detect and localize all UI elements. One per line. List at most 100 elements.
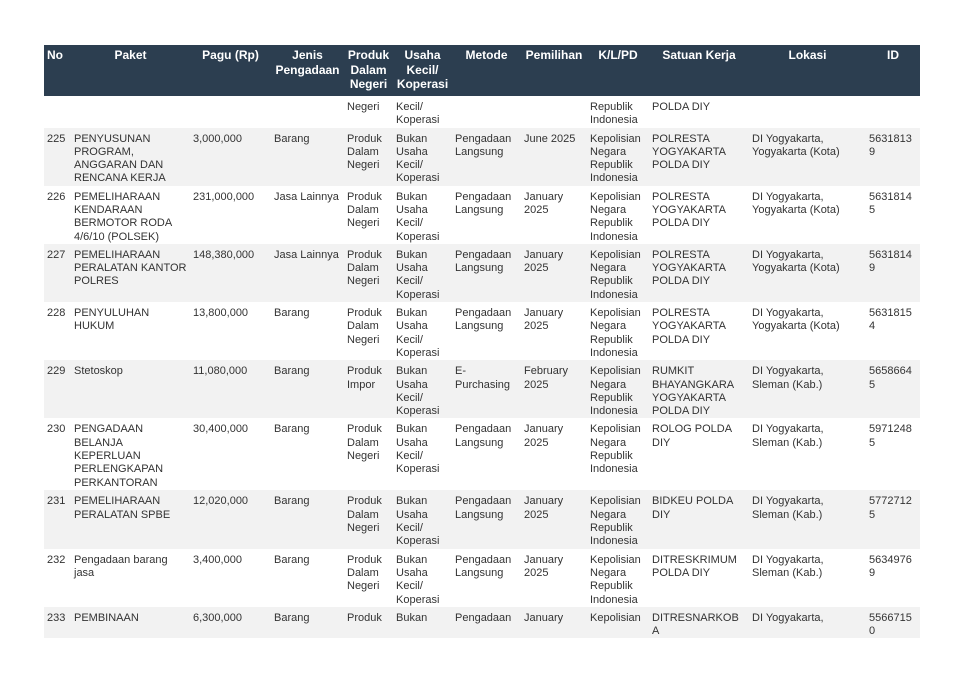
- cell-usaha-kecil: Bukan Usaha Kecil/ Koperasi: [393, 243, 452, 303]
- table-row: 225 PENYUSUNAN PROGRAM, ANGGARAN DAN RENC…: [44, 127, 920, 186]
- column-header-no: No: [44, 45, 71, 96]
- cell-pemilihan: January 2025: [524, 553, 564, 579]
- cell-pagu: 12,020,000: [190, 490, 271, 549]
- cell-lokasi: DI Yogyakarta, Yogyakarta (Kota): [752, 307, 840, 333]
- cell-usaha-kecil: Bukan Usaha Kecil/ Koperasi: [396, 423, 440, 476]
- cell-satuan-kerja: POLRESTA YOGYAKARTA POLDA DIY: [652, 307, 726, 346]
- cell-klpd: Kepolisian Negara Republik Indonesia: [587, 127, 649, 186]
- cell-satuan-kerja: BIDKEU POLDA DIY: [649, 490, 749, 549]
- cell-metode: Pengadaan Langsung: [455, 423, 512, 449]
- cell-no: 225: [44, 127, 71, 186]
- cell-paket: [71, 96, 190, 128]
- cell-no: 229: [44, 360, 71, 419]
- cell-paket: PENGADAAN BELANJA KEPERLUAN PERLENGKAPAN…: [74, 423, 164, 489]
- cell-usaha-kecil: Bukan Usaha Kecil/ Koperasi: [393, 490, 452, 549]
- table-row: 226 PEMELIHARAAN KENDARAAN BERMOTOR RODA …: [44, 186, 920, 244]
- cell-klpd: Kepolisian: [587, 606, 649, 639]
- cell-klpd: Kepolisian Negara Republik Indonesia: [587, 490, 649, 549]
- cell-lokasi: [749, 96, 866, 128]
- cell-paket: Pengadaan barang jasa: [74, 553, 168, 579]
- cell-pemilihan: January 2025: [524, 190, 564, 216]
- cell-id: 59712485: [869, 423, 912, 449]
- cell-id: 57727125: [866, 490, 920, 549]
- column-header-produk-dalam-negeri: Produk Dalam Negeri: [344, 45, 393, 96]
- column-header-satuan-kerja: Satuan Kerja: [649, 45, 749, 96]
- cell-no: 230: [47, 423, 66, 436]
- column-header-paket: Paket: [71, 45, 190, 96]
- cell-metode: [452, 96, 521, 128]
- cell-klpd: Kepolisian Negara Republik Indonesia: [590, 423, 641, 476]
- cell-pagu: [190, 96, 271, 128]
- cell-produk-dalam-negeri: Produk Dalam Negeri: [344, 490, 393, 549]
- cell-produk-dalam-negeri: Produk Dalam Negeri: [344, 243, 393, 303]
- cell-klpd: Republik Indonesia: [590, 100, 638, 126]
- cell-pemilihan: January 2025: [521, 243, 587, 303]
- cell-metode: Pengadaan Langsung: [455, 190, 512, 216]
- cell-jenis-pengadaan: [271, 96, 344, 128]
- cell-lokasi: DI Yogyakarta,: [749, 606, 866, 639]
- cell-no: 226: [47, 190, 66, 203]
- cell-satuan-kerja: POLDA DIY: [652, 100, 711, 113]
- table-row: 230 PENGADAAN BELANJA KEPERLUAN PERLENGKA…: [44, 418, 920, 490]
- cell-no: 232: [47, 553, 66, 566]
- cell-lokasi: DI Yogyakarta, Sleman (Kab.): [749, 360, 866, 419]
- cell-klpd: Kepolisian Negara Republik Indonesia: [587, 360, 649, 419]
- cell-satuan-kerja: ROLOG POLDA DIY: [652, 423, 732, 449]
- cell-id: 56318139: [866, 127, 920, 186]
- cell-pagu: 6,300,000: [190, 606, 271, 639]
- cell-no: [44, 96, 71, 128]
- cell-pemilihan: [521, 96, 587, 128]
- cell-metode: Pengadaan Langsung: [452, 490, 521, 549]
- cell-jenis-pengadaan: Barang: [274, 553, 310, 566]
- cell-paket: PEMELIHARAAN KENDARAAN BERMOTOR RODA 4/6…: [74, 190, 172, 243]
- cell-pagu: 11,080,000: [190, 360, 271, 419]
- cell-jenis-pengadaan: Jasa Lainnya: [274, 190, 339, 203]
- cell-pemilihan: January 2025: [521, 490, 587, 549]
- cell-lokasi: DI Yogyakarta, Sleman (Kab.): [752, 423, 824, 449]
- cell-lokasi: DI Yogyakarta, Sleman (Kab.): [749, 490, 866, 549]
- cell-produk-dalam-negeri: Produk Dalam Negeri: [347, 553, 382, 593]
- cell-pemilihan: June 2025: [521, 127, 587, 186]
- cell-klpd: Kepolisian Negara Republik Indonesia: [590, 190, 641, 243]
- cell-pagu: 30,400,000: [193, 423, 249, 436]
- column-header-lokasi: Lokasi: [749, 45, 866, 96]
- cell-pagu: 3,000,000: [190, 127, 271, 186]
- cell-jenis-pengadaan: Barang: [274, 423, 310, 436]
- cell-usaha-kecil: Bukan Usaha Kecil/ Koperasi: [396, 553, 440, 606]
- cell-paket: PEMELIHARAAN PERALATAN SPBE: [71, 490, 190, 549]
- cell-id: [866, 96, 920, 128]
- cell-metode: Pengadaan Langsung: [452, 243, 521, 303]
- cell-satuan-kerja: DITRESKRIMUM POLDA DIY: [652, 553, 737, 579]
- cell-pemilihan: February 2025: [521, 360, 587, 419]
- cell-pemilihan: January: [521, 606, 587, 639]
- table-header-row: No Paket Pagu (Rp) Jenis Pengadaan Produk Da…: [44, 45, 920, 96]
- cell-satuan-kerja: POLRESTA YOGYAKARTA POLDA DIY: [649, 127, 749, 186]
- cell-usaha-kecil: Bukan: [393, 606, 452, 639]
- cell-id: 56318145: [869, 190, 912, 216]
- cell-metode: Pengadaan Langsung: [455, 553, 512, 579]
- cell-id: 56586645: [866, 360, 920, 419]
- cell-lokasi: DI Yogyakarta, Yogyakarta (Kota): [749, 243, 866, 303]
- cell-metode: Pengadaan: [452, 606, 521, 639]
- cell-pemilihan: January 2025: [524, 307, 564, 333]
- cell-klpd: Kepolisian Negara Republik Indonesia: [587, 243, 649, 303]
- cell-produk-dalam-negeri: Produk Dalam Negeri: [347, 190, 382, 230]
- cell-satuan-kerja: RUMKIT BHAYANGKARA YOGYAKARTA POLDA DIY: [649, 360, 749, 419]
- cell-lokasi: DI Yogyakarta, Yogyakarta (Kota): [752, 190, 840, 216]
- cell-pagu: 3,400,000: [193, 553, 242, 566]
- cell-usaha-kecil: Bukan Usaha Kecil/ Koperasi: [393, 127, 452, 186]
- cell-satuan-kerja: POLRESTA YOGYAKARTA POLDA DIY: [649, 243, 749, 303]
- cell-produk-dalam-negeri: Negeri: [347, 100, 380, 113]
- cell-id: 56349769: [869, 553, 912, 579]
- table-row: 229 Stetoskop 11,080,000 Barang Produk Impor…: [44, 360, 920, 419]
- cell-satuan-kerja: DITRESNARKOBA: [649, 606, 749, 639]
- cell-usaha-kecil: Kecil/ Koperasi: [396, 100, 440, 126]
- column-header-id: ID: [866, 45, 920, 96]
- cell-id: 56318154: [869, 307, 912, 333]
- column-header-usaha-kecil: Usaha Kecil/ Koperasi: [393, 45, 452, 96]
- table-row: Negeri Kecil/ Koperasi Republik Indonesia P…: [44, 96, 920, 128]
- cell-paket: PENYULUHAN HUKUM: [74, 307, 150, 333]
- cell-paket: PEMBINAAN: [71, 606, 190, 639]
- table-row: 233 PEMBINAAN 6,300,000 Barang Produk Bukan Pe…: [44, 606, 920, 639]
- column-header-pagu: Pagu (Rp): [190, 45, 271, 96]
